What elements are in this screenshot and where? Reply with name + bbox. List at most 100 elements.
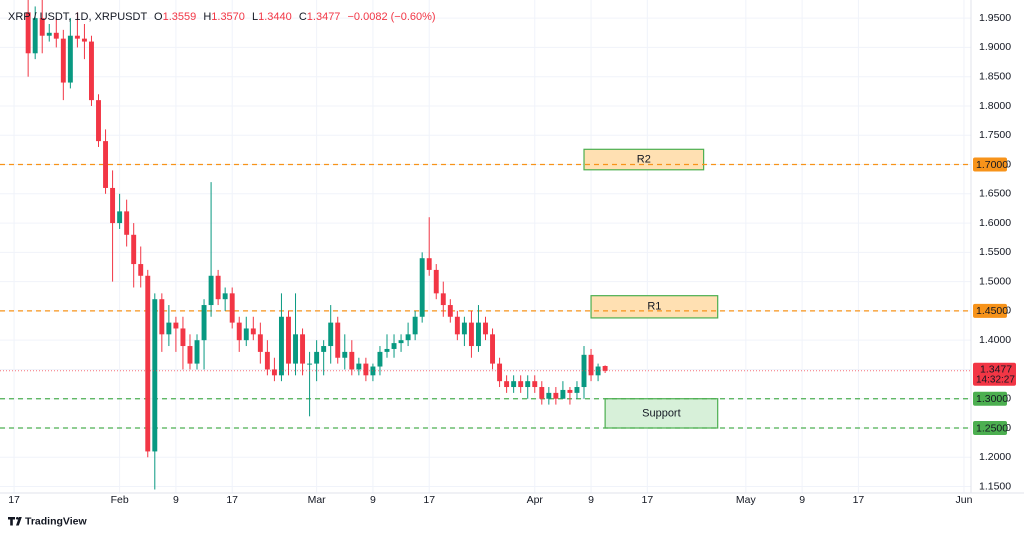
candle-body [546, 392, 552, 399]
level-tag-label: 1.4500 [976, 305, 1008, 317]
candle-body [342, 351, 348, 358]
zone-label: R1 [647, 301, 661, 313]
candle-body [173, 322, 179, 329]
candle-body [67, 35, 73, 83]
candle-body [321, 346, 327, 352]
candle-body [145, 275, 151, 452]
y-tick-label: 1.9000 [979, 41, 1011, 53]
candle-body [433, 269, 439, 294]
candle-body [504, 381, 510, 388]
x-tick-label: Feb [111, 494, 129, 506]
candle-body [257, 334, 263, 352]
level-tag-label: 1.7000 [976, 159, 1008, 171]
candle-body [356, 363, 362, 370]
candle-body [187, 346, 193, 364]
ohlc-value: 1.3570 [211, 11, 245, 23]
candle-body [138, 264, 144, 276]
ohlc-value: 1.3559 [163, 11, 197, 23]
candle-body [222, 293, 228, 300]
candle-body [300, 334, 306, 364]
candle-body [588, 354, 594, 376]
ohlc-value: 1.3440 [258, 11, 292, 23]
candle-body [454, 316, 460, 335]
candle-body [539, 387, 545, 399]
brand-logo: TradingView [8, 515, 87, 527]
candle-body [314, 351, 320, 364]
logo-icon [8, 517, 22, 526]
candle-body [447, 305, 453, 317]
candle-body [117, 211, 123, 224]
candle-body [553, 392, 559, 399]
candle-body [525, 381, 531, 388]
candle-body [581, 354, 587, 388]
candle-body [103, 141, 109, 188]
x-tick-label: 17 [641, 494, 653, 506]
current-price-label: 1.3477 [980, 364, 1012, 376]
level-tag [973, 303, 1007, 318]
candle-body [335, 322, 341, 358]
candle-body [468, 322, 474, 347]
candle-body [243, 328, 249, 341]
level-tag [973, 157, 1007, 172]
candle-body [461, 322, 467, 335]
candle-body [405, 334, 411, 341]
candle-body [483, 322, 488, 335]
candle-body [293, 334, 298, 364]
change: −0.0082 (−0.60%) [348, 11, 436, 23]
candle-body [201, 305, 207, 341]
current-price-tag [973, 362, 1016, 386]
candle-body [271, 369, 277, 376]
candle-body [180, 328, 186, 347]
candle-body [46, 32, 52, 36]
candle-body [194, 340, 200, 364]
candle-body [307, 363, 313, 365]
x-tick-label: 17 [423, 494, 435, 506]
candle-body [264, 351, 270, 370]
candle-body [490, 334, 495, 364]
level-tag-label: 1.2500 [976, 422, 1008, 434]
candle-body [96, 100, 101, 142]
zone-label: R2 [637, 153, 651, 165]
candle-body [250, 328, 256, 335]
candle-body [124, 211, 130, 235]
x-tick-label: 17 [853, 494, 865, 506]
candle-body [278, 316, 284, 376]
candle-body [208, 275, 214, 306]
y-tick-label: 1.5500 [979, 246, 1011, 258]
ohlc-key: L [252, 11, 258, 23]
candle-body [532, 381, 538, 388]
ohlc-key: C [299, 11, 307, 23]
candle-body [419, 258, 425, 317]
candle-body [595, 366, 601, 376]
y-tick-label: 1.8500 [979, 70, 1011, 82]
candle-body [602, 366, 608, 371]
candle-body [377, 351, 383, 367]
y-tick-label: 1.9500 [979, 12, 1011, 24]
plot-area: R2 R1 Support [0, 0, 971, 490]
candle-body [215, 275, 221, 300]
candle-body [398, 340, 404, 344]
zone [590, 295, 719, 319]
candle-body [363, 363, 369, 376]
y-tick-label: 1.7500 [979, 129, 1011, 141]
y-tick-label: 1.6500 [979, 188, 1011, 200]
candle-body [391, 343, 397, 349]
candle-body [349, 351, 355, 370]
candle-body [426, 258, 432, 270]
candle-body [74, 35, 80, 39]
candle-body [328, 322, 334, 347]
candle-body [518, 381, 524, 388]
candle-body [476, 322, 481, 347]
level-tag [973, 421, 1007, 436]
candle-body [60, 38, 66, 83]
candle-body [229, 293, 235, 323]
ohlc-key: O [154, 11, 163, 23]
candle-body [286, 316, 291, 364]
candle-body [440, 293, 446, 306]
candle-body [159, 299, 165, 335]
candle-body [110, 187, 116, 224]
candle-body [560, 389, 566, 399]
